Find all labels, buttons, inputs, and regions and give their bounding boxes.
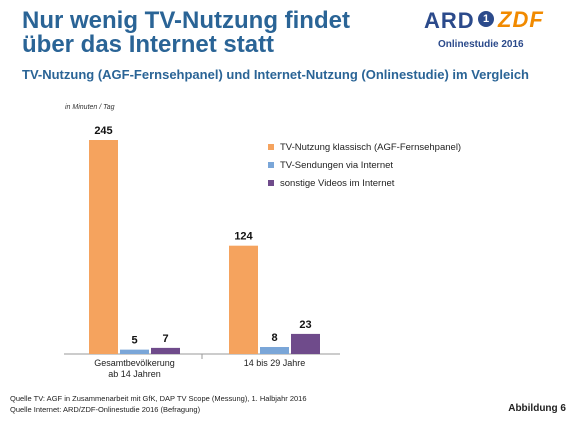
category-label: 14 bis 29 Jahre [244,358,306,368]
category-label: ab 14 Jahren [108,369,161,379]
value-label: 7 [162,333,168,345]
bar [89,140,118,354]
legend: TV-Nutzung klassisch (AGF-Fernsehpanel) T… [268,142,461,189]
source-tv: Quelle TV: AGF in Zusammenarbeit mit GfK… [10,394,307,403]
ard-one-icon: 1 [478,11,494,27]
unit-note: in Minuten / Tag [65,104,115,111]
zdf-logo-text: ZDF [498,7,544,32]
bar [229,245,258,354]
value-label: 8 [271,332,277,344]
category-label: Gesamtbevölkerung [94,358,175,368]
slide-subtitle: TV-Nutzung (AGF-Fernsehpanel) und Intern… [22,67,529,82]
value-labels-group: 245 5 7 124 8 23 [94,125,311,347]
legend-swatch [268,162,274,168]
source-internet: Quelle Internet: ARD/ZDF-Onlinestudie 20… [10,405,201,414]
bar [120,349,149,354]
slide-title: Nur wenig TV-Nutzung findet über das Int… [22,7,350,58]
legend-label: TV-Nutzung klassisch (AGF-Fernsehpanel) [280,142,461,153]
study-label: Onlinestudie 2016 [438,39,524,50]
value-label: 245 [94,125,112,137]
value-label: 23 [299,319,311,331]
value-label: 5 [131,335,137,347]
ard-zdf-logo: ARD 1 ZDF Onlinestudie 2016 [424,7,564,58]
legend-label: TV-Sendungen via Internet [280,160,393,171]
bar [291,333,320,354]
legend-swatch [268,144,274,150]
bar [260,347,289,354]
figure-label: Abbildung 6 [508,403,566,414]
value-label: 124 [234,231,253,243]
ard-logo-text: ARD [424,8,475,33]
bar [151,347,180,354]
legend-swatch [268,180,274,186]
source-note: Quelle TV: AGF in Zusammenarbeit mit GfK… [10,393,307,415]
bars-group [89,140,320,354]
legend-label: sonstige Videos im Internet [280,178,395,189]
